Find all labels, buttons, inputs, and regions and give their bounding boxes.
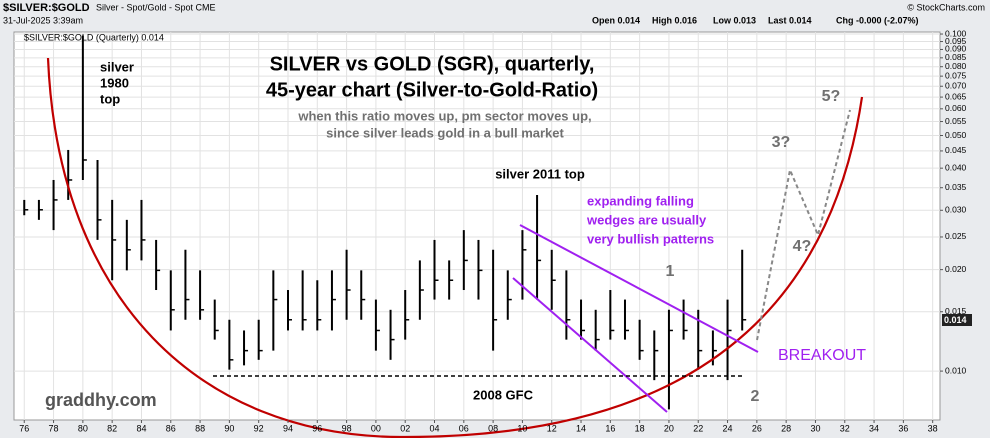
x-tick-label: 82 <box>107 423 117 433</box>
x-tick-label: 32 <box>840 423 850 433</box>
annotation: silver <box>100 59 134 74</box>
quote-field: Chg -0.000 (-2.07%) <box>836 15 919 25</box>
x-tick-label: 30 <box>810 423 820 433</box>
annotation: 3? <box>772 134 791 151</box>
annotation: very bullish patterns <box>587 231 714 246</box>
y-tick-label: 0.020 <box>945 264 967 274</box>
x-tick-label: 20 <box>664 423 674 433</box>
annotation: graddhy.com <box>45 390 157 410</box>
x-tick-label: 92 <box>254 423 264 433</box>
x-tick-label: 88 <box>195 423 205 433</box>
x-tick-label: 22 <box>693 423 703 433</box>
x-tick-label: 12 <box>547 423 557 433</box>
x-tick-label: 08 <box>488 423 498 433</box>
wedge-upper <box>519 224 759 353</box>
annotation: top <box>100 91 120 106</box>
description: Silver - Spot/Gold - Spot CME <box>96 2 216 12</box>
y-tick-label: 0.090 <box>945 44 967 54</box>
x-tick-label: 04 <box>430 423 440 433</box>
projection <box>756 109 851 341</box>
annotation: 1 <box>666 263 675 280</box>
copyright: © StockCharts.com <box>907 2 985 12</box>
x-tick-label: 16 <box>605 423 615 433</box>
x-tick-label: 00 <box>371 423 381 433</box>
annotation: 1980 <box>100 75 129 90</box>
x-tick-label: 18 <box>635 423 645 433</box>
y-tick-label: 0.085 <box>945 52 967 62</box>
x-tick-label: 10 <box>517 423 527 433</box>
title: 45-year chart (Silver-to-Gold-Ratio) <box>266 79 598 101</box>
x-tick-label: 80 <box>78 423 88 433</box>
y-tick-label: 0.095 <box>945 36 967 46</box>
x-tick-label: 02 <box>400 423 410 433</box>
x-tick-label: 96 <box>312 423 322 433</box>
quote-field: Open 0.014 <box>592 15 640 25</box>
subtitle: when this ratio moves up, pm sector move… <box>297 108 591 123</box>
x-tick-label: 26 <box>752 423 762 433</box>
y-tick-label: 0.080 <box>945 61 967 71</box>
x-tick-label: 38 <box>928 423 938 433</box>
date: 31-Jul-2025 3:39am <box>3 15 83 25</box>
x-tick-label: 76 <box>19 423 29 433</box>
y-tick-label: 0.025 <box>945 231 967 241</box>
bars <box>23 35 747 410</box>
y-tick-label: 0.060 <box>945 103 967 113</box>
x-tick-label: 94 <box>283 423 293 433</box>
annotation: BREAKOUT <box>778 347 866 364</box>
y-tick-label: 0.065 <box>945 91 967 101</box>
symbol: $SILVER:$GOLD <box>3 2 90 14</box>
x-tick-label: 28 <box>781 423 791 433</box>
y-tick-label: 0.035 <box>945 182 967 192</box>
annotation: 4? <box>793 238 812 255</box>
y-tick-label: 0.055 <box>945 116 967 126</box>
grid <box>14 32 940 420</box>
quote-field: High 0.016 <box>652 15 697 25</box>
y-tick-label: 0.010 <box>945 365 967 375</box>
annotation: wedges are usually <box>586 212 707 227</box>
x-tick-label: 78 <box>49 423 59 433</box>
x-tick-label: 06 <box>459 423 469 433</box>
title: SILVER vs GOLD (SGR), quarterly, <box>270 53 595 75</box>
x-tick-label: 36 <box>898 423 908 433</box>
annotation: 5? <box>822 88 841 105</box>
last-label: 0.014 <box>944 315 967 325</box>
x-tick-label: 34 <box>869 423 879 433</box>
quote-field: Low 0.013 <box>713 15 756 25</box>
wedge-lower <box>512 277 668 413</box>
quote: Open 0.014 High 0.016 Low 0.013 Last 0.014 C… <box>592 15 919 25</box>
x-tick-label: 90 <box>224 423 234 433</box>
quote-field: Last 0.014 <box>768 15 812 25</box>
x-tick-label: 24 <box>723 423 733 433</box>
annotation: 2 <box>751 388 760 405</box>
annotation: expanding falling <box>587 193 694 208</box>
y-tick-label: 0.045 <box>945 145 967 155</box>
cup-curve <box>46 57 864 438</box>
y-tick-label: 0.050 <box>945 130 967 140</box>
x-tick-label: 84 <box>136 423 146 433</box>
y-tick-label: 0.015 <box>945 306 967 316</box>
annotation: 2008 GFC <box>473 387 534 402</box>
last-tag <box>942 314 972 326</box>
x-tick-label: 98 <box>342 423 352 433</box>
y-tick-label: 0.040 <box>945 162 967 172</box>
y-tick-label: 0.100 <box>945 28 967 38</box>
y-tick-label: 0.030 <box>945 205 967 215</box>
y-tick-label: 0.075 <box>945 70 967 80</box>
annotation: silver 2011 top <box>495 166 585 181</box>
legend: $SILVER:$GOLD (Quarterly) 0.014 <box>24 32 164 42</box>
x-tick-label: 14 <box>576 423 586 433</box>
x-tick-label: 86 <box>166 423 176 433</box>
subtitle: since silver leads gold in a bull market <box>326 125 564 140</box>
y-tick-label: 0.070 <box>945 80 967 90</box>
